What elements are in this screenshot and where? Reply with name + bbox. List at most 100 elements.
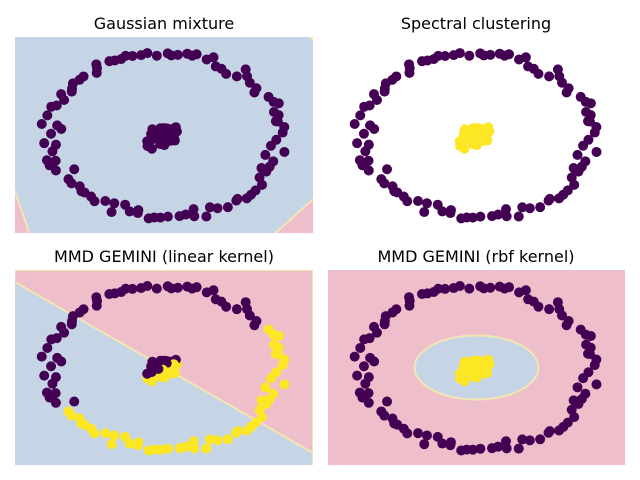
ring-point <box>475 281 486 292</box>
ring-point <box>201 211 212 222</box>
ring-point <box>210 61 221 72</box>
ring-point <box>379 410 390 421</box>
ring-point <box>104 56 115 67</box>
ring-point <box>494 48 505 59</box>
ring-point <box>517 202 528 213</box>
ring-point <box>133 205 144 216</box>
ring-point <box>201 287 212 298</box>
ring-point <box>355 342 366 353</box>
ring-point <box>162 48 173 59</box>
ring-point <box>59 327 70 338</box>
ring-point <box>352 138 363 149</box>
ring-point <box>494 281 505 292</box>
core-point <box>454 368 465 379</box>
ring-point <box>36 119 47 130</box>
ring-point <box>46 128 57 139</box>
ring-point <box>204 202 215 213</box>
ring-point <box>66 319 77 330</box>
ring-point <box>572 382 583 393</box>
ring-point <box>514 287 525 298</box>
ring-point <box>421 198 432 209</box>
ring-point <box>475 443 486 454</box>
ring-point <box>279 146 290 157</box>
ring-point <box>47 378 58 389</box>
ring-point <box>404 300 415 311</box>
ring-point <box>575 91 586 102</box>
ring-point <box>563 315 574 326</box>
ring-point <box>66 410 77 421</box>
ring-point <box>268 156 279 167</box>
ring-point <box>352 370 363 381</box>
ring-point <box>91 59 102 70</box>
ring-point <box>240 297 251 308</box>
ring-point <box>100 196 111 207</box>
ring-point <box>263 324 274 335</box>
ring-point <box>212 203 223 214</box>
ring-point <box>358 361 369 372</box>
ring-point <box>151 283 162 294</box>
ring-point <box>39 138 50 149</box>
ring-point <box>513 211 524 222</box>
ring-point <box>419 439 430 450</box>
ring-point <box>222 202 233 213</box>
ring-point <box>204 434 215 445</box>
ring-point <box>379 86 390 97</box>
ring-point <box>268 388 279 399</box>
panel-title: Spectral clustering <box>401 14 551 33</box>
core-point <box>454 136 465 147</box>
ring-point <box>535 202 546 213</box>
ring-point <box>268 106 279 117</box>
plot-area <box>328 270 625 465</box>
ring-point <box>151 50 162 61</box>
ring-point <box>419 207 430 218</box>
ring-point <box>136 50 147 61</box>
core-point <box>142 368 153 379</box>
ring-point <box>371 94 382 105</box>
ring-point <box>437 206 448 217</box>
ring-point <box>379 178 390 189</box>
ring-point <box>47 146 58 157</box>
ring-point <box>162 281 173 292</box>
ring-point <box>475 48 486 59</box>
core-point <box>146 143 157 154</box>
ring-point <box>417 56 428 67</box>
ring-point <box>572 149 583 160</box>
ring-point <box>417 289 428 300</box>
ring-point <box>448 283 459 294</box>
ring-point <box>89 196 100 207</box>
ring-point <box>363 165 374 176</box>
ring-point <box>254 404 265 415</box>
ring-point <box>360 378 371 389</box>
ring-point <box>544 304 555 315</box>
ring-point <box>59 94 70 105</box>
ring-point <box>580 156 591 167</box>
core-point <box>459 143 470 154</box>
ring-point <box>109 198 120 209</box>
ring-point <box>271 367 282 378</box>
ring-point <box>182 281 193 292</box>
ring-point <box>513 443 524 454</box>
ring-point <box>232 193 243 204</box>
ring-point <box>402 428 413 439</box>
ring-point <box>382 396 393 407</box>
ring-point <box>369 123 380 134</box>
ring-point <box>69 164 80 175</box>
scatter-points <box>36 48 290 224</box>
ring-point <box>404 59 415 70</box>
ring-point <box>162 443 173 454</box>
ring-point <box>445 205 456 216</box>
ring-point <box>581 106 592 117</box>
ring-point <box>50 397 61 408</box>
core-point <box>142 136 153 147</box>
ring-point <box>66 178 77 189</box>
ring-point <box>260 382 271 393</box>
ring-point <box>544 426 555 437</box>
ring-point <box>201 54 212 65</box>
ring-point <box>46 334 57 345</box>
ring-point <box>349 351 360 362</box>
ring-point <box>56 123 67 134</box>
ring-point <box>254 172 265 183</box>
core-point <box>153 131 164 142</box>
panel-mmd-gemini-linear: MMD GEMINI (linear kernel) <box>15 247 313 465</box>
